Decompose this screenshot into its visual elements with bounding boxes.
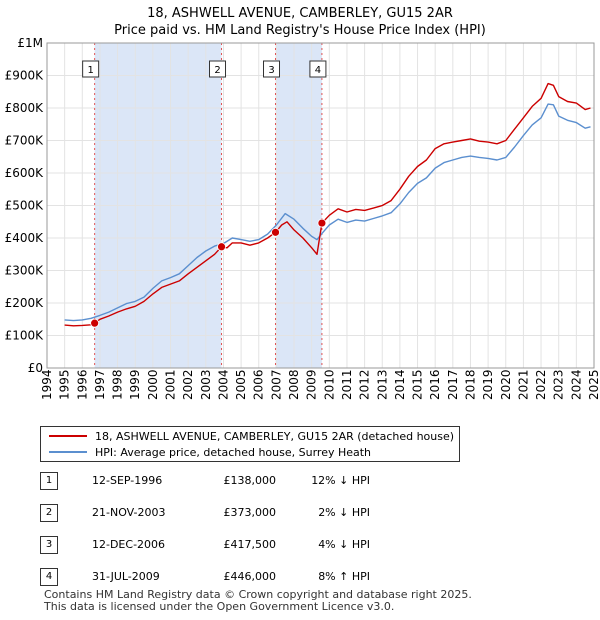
x-tick-label: 2006 <box>252 369 266 400</box>
y-tick-label: £600K <box>5 166 45 180</box>
x-tick-label: 2005 <box>234 369 248 400</box>
legend-item-hpi: HPI: Average price, detached house, Surr… <box>49 444 371 460</box>
x-tick-label: 1996 <box>75 369 89 400</box>
footer-copyright: Contains HM Land Registry data © Crown c… <box>44 588 472 601</box>
y-tick-label: £800K <box>5 101 45 115</box>
tx-price: £446,000 <box>223 570 277 583</box>
sale-label-number: 4 <box>315 65 321 76</box>
tx-date: 21-NOV-2003 <box>92 506 166 519</box>
table-row: 2 21-NOV-2003 £373,000 2% ↓ HPI <box>40 504 440 522</box>
y-tick-label: £0 <box>28 361 43 375</box>
legend-label-hpi: HPI: Average price, detached house, Surr… <box>95 445 372 459</box>
legend-swatch-property <box>49 435 87 437</box>
tx-date: 31-JUL-2009 <box>92 570 160 583</box>
price-chart: £0 £100K £200K £300K £400K £500K £600K £700K £80… <box>5 36 600 400</box>
x-tick-label: 2013 <box>375 369 389 400</box>
tx-hpi-diff: 2% ↓ HPI <box>318 506 370 519</box>
sale-point <box>271 227 280 237</box>
x-tick-label: 2007 <box>269 369 283 400</box>
tx-number: 2 <box>40 504 58 522</box>
x-tick-label: 2002 <box>181 369 195 400</box>
x-tick-label: 2003 <box>199 369 213 400</box>
x-tick-label: 1995 <box>58 369 72 400</box>
x-tick-label: 2008 <box>287 369 301 400</box>
legend-item-property: 18, ASHWELL AVENUE, CAMBERLEY, GU15 2AR … <box>49 428 454 444</box>
footer-attribution: Contains HM Land Registry data © Crown c… <box>44 589 472 613</box>
tx-price: £417,500 <box>223 538 277 551</box>
sale-label-number: 1 <box>87 65 93 76</box>
x-tick-label: 1994 <box>40 369 54 400</box>
y-tick-label: £900K <box>5 69 45 83</box>
sale-point <box>217 242 226 252</box>
x-tick-label: 2024 <box>569 369 583 400</box>
tx-date: 12-DEC-2006 <box>92 538 166 551</box>
x-tick-label: 2018 <box>463 369 477 400</box>
tx-number: 3 <box>40 536 58 554</box>
table-row: 1 12-SEP-1996 £138,000 12% ↓ HPI <box>40 472 440 490</box>
y-tick-label: £700K <box>5 134 45 148</box>
x-tick-label: 2020 <box>499 369 513 400</box>
sale-label-box <box>309 60 327 78</box>
y-tick-label: £100K <box>5 329 45 343</box>
y-tick-label: £400K <box>5 231 45 245</box>
tx-hpi-diff: 12% ↓ HPI <box>311 474 370 487</box>
x-tick-label: 2021 <box>516 369 530 400</box>
sale-label-box <box>82 60 100 78</box>
y-tick-label: £300K <box>5 264 45 278</box>
sale-point <box>317 218 327 228</box>
y-tick-label: £200K <box>5 296 45 310</box>
chart-legend: 18, ASHWELL AVENUE, CAMBERLEY, GU15 2AR … <box>40 426 460 462</box>
hpi-series-line <box>64 103 591 322</box>
chart-title: 18, ASHWELL AVENUE, CAMBERLEY, GU15 2AR <box>147 6 453 21</box>
sale-label-number: 3 <box>268 65 274 76</box>
tx-price: £373,000 <box>223 506 277 519</box>
sale-point <box>90 318 100 328</box>
x-tick-label: 2019 <box>481 369 495 400</box>
x-tick-label: 1998 <box>111 369 125 400</box>
sale-label-box <box>263 60 281 78</box>
chart-subtitle: Price paid vs. HM Land Registry's House … <box>114 23 486 38</box>
table-row: 4 31-JUL-2009 £446,000 8% ↑ HPI <box>40 568 440 586</box>
tx-hpi-diff: 8% ↑ HPI <box>318 570 370 583</box>
x-tick-label: 2016 <box>428 369 442 400</box>
x-tick-label: 1997 <box>93 369 107 400</box>
sale-label-box <box>209 60 227 78</box>
y-tick-label: £500K <box>5 199 45 213</box>
x-tick-label: 2015 <box>411 369 425 400</box>
tx-hpi-diff: 4% ↓ HPI <box>318 538 370 551</box>
tx-price: £138,000 <box>223 474 277 487</box>
x-tick-label: 1999 <box>128 369 142 400</box>
tx-number: 1 <box>40 472 58 490</box>
sale-label-number: 2 <box>214 65 220 76</box>
table-row: 3 12-DEC-2006 £417,500 4% ↓ HPI <box>40 536 440 554</box>
x-tick-label: 2017 <box>446 369 460 400</box>
x-tick-label: 2022 <box>534 369 548 400</box>
y-tick-label: £1M <box>17 36 43 50</box>
legend-swatch-hpi <box>49 451 87 453</box>
x-tick-label: 2025 <box>587 369 600 400</box>
tx-number: 4 <box>40 568 58 586</box>
property-series-line <box>64 82 591 327</box>
x-tick-label: 2011 <box>340 369 354 400</box>
footer-license: This data is licensed under the Open Gov… <box>44 600 395 613</box>
x-tick-label: 2010 <box>322 369 336 400</box>
x-tick-label: 2023 <box>552 369 566 400</box>
legend-label-property: 18, ASHWELL AVENUE, CAMBERLEY, GU15 2AR … <box>95 429 455 443</box>
plot-border <box>46 42 595 369</box>
x-tick-label: 2014 <box>393 369 407 400</box>
x-tick-label: 2009 <box>305 369 319 400</box>
x-tick-label: 2000 <box>146 369 160 400</box>
x-tick-label: 2004 <box>216 369 230 400</box>
x-tick-label: 2001 <box>164 369 178 400</box>
x-tick-label: 2012 <box>358 369 372 400</box>
tx-date: 12-SEP-1996 <box>92 474 163 487</box>
